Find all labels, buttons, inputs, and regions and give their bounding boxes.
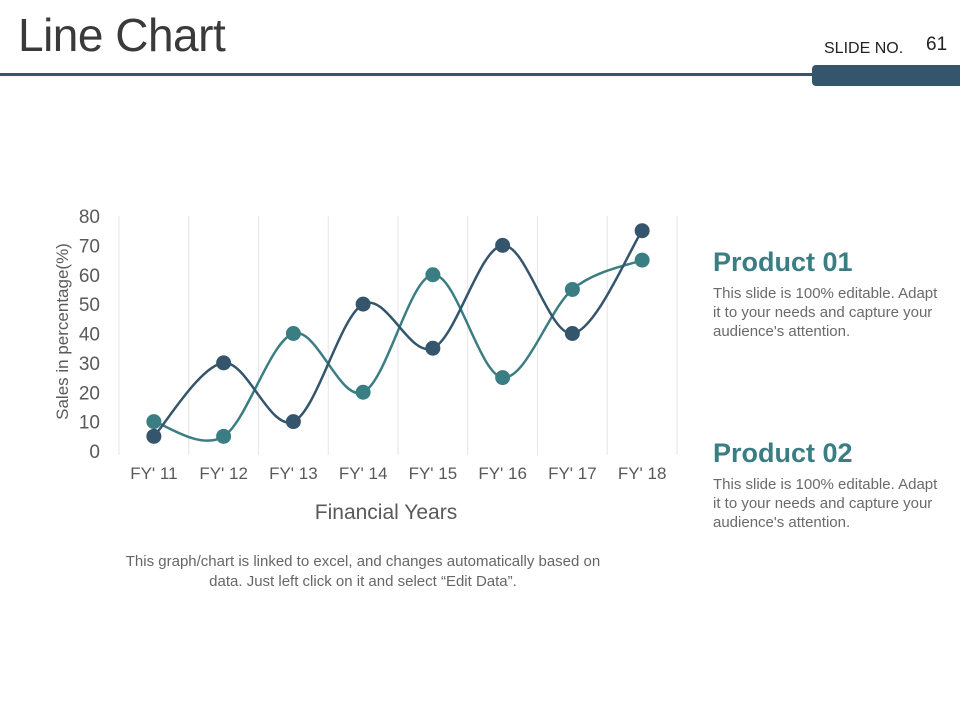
product-01-title: Product 01 [713,247,853,277]
y-tick-label: 40 [79,325,100,346]
y-tick-label: 30 [79,354,100,375]
product-01-block: Product 01 This slide is 100% editable. … [713,246,943,341]
y-tick-label: 10 [79,413,100,434]
slide-title: Line Chart [18,9,226,61]
title-divider [0,73,812,76]
series-2-point [564,281,580,297]
x-tick-label: FY' 14 [339,464,388,483]
series-2-line [153,258,643,442]
x-tick-label: FY' 13 [269,464,318,483]
series-1-point [285,414,301,430]
series-1-line [152,229,644,438]
series-1-point [634,223,650,239]
y-axis-title: Sales in percentage(%) [53,243,72,420]
x-tick-label: FY' 12 [199,464,248,483]
series-1-point [425,340,441,356]
series-1-point [146,428,162,444]
slide-number-value: 61 [926,34,948,55]
y-tick-label: 80 [79,207,100,228]
product-01-description: This slide is 100% editable. Adapt it to… [713,285,938,340]
slide-number-bar [812,65,960,86]
series-2-point [146,414,162,430]
series-1-point [495,237,511,253]
series-1-point [355,296,371,312]
y-tick-label: 0 [89,442,100,463]
x-axis-title: Financial Years [315,501,457,524]
series-1-point [564,326,580,341]
slide-number-label: SLIDE NO. [824,40,904,57]
series-2-point [355,384,371,400]
series-2-point [216,428,232,444]
chart-note: This graph/chart is linked to excel, and… [125,553,601,590]
product-02-title: Product 02 [713,438,853,468]
x-tick-label: FY' 18 [618,464,667,483]
x-tick-label: FY' 15 [409,464,458,483]
x-tick-label: FY' 16 [478,464,527,483]
y-tick-label: 50 [79,295,100,316]
series-2-point [285,326,301,341]
product-02-description: This slide is 100% editable. Adapt it to… [713,476,938,531]
y-tick-label: 70 [79,236,100,257]
series-2-point [634,252,650,268]
y-tick-label: 20 [79,383,100,404]
x-tick-label: FY' 11 [130,464,177,483]
series-1-point [216,355,232,371]
product-02-block: Product 02 This slide is 100% editable. … [713,437,943,532]
series-2-point [495,370,511,386]
series-2-point [425,267,441,283]
y-tick-label: 60 [79,266,100,287]
x-tick-label: FY' 17 [548,464,597,483]
